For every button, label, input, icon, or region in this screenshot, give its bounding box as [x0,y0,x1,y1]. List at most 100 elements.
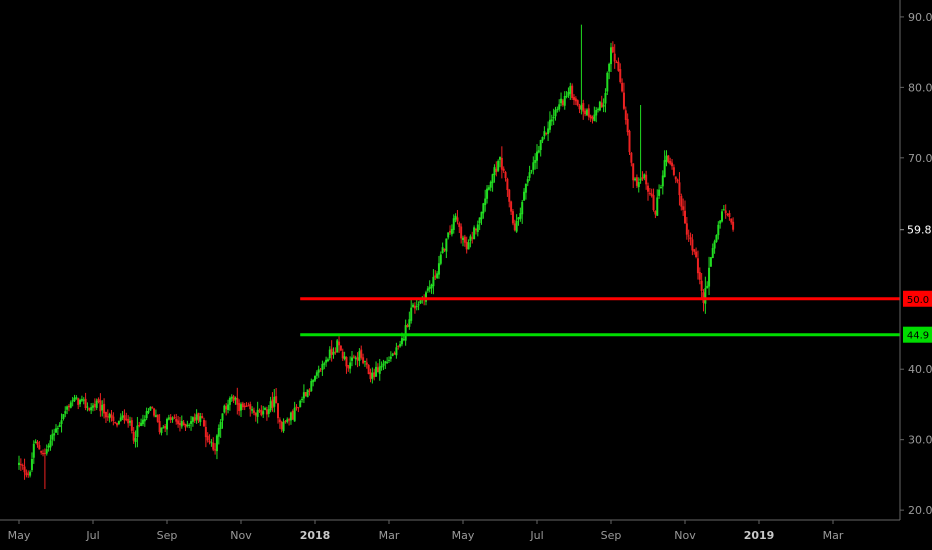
candle-body [436,273,439,279]
candle-body [408,319,411,327]
candle-body [19,463,22,465]
candle [375,361,378,378]
candle [658,184,661,199]
candle-body [458,223,461,228]
candle-body [460,226,463,239]
candle [227,399,230,414]
candle [154,409,157,418]
candle [241,401,244,410]
candle [328,346,331,361]
candle-body [269,401,272,411]
candle [685,216,688,240]
candle-body [32,443,35,458]
candle-body [191,417,194,422]
candle-body [201,416,204,419]
candle [661,170,664,195]
candle [732,217,735,232]
candle-body [230,396,233,399]
candle-body [193,417,196,421]
candle [680,193,683,211]
candle [499,156,501,168]
candle [221,413,224,429]
candle-body [706,285,709,289]
candle-body [400,338,403,345]
candle-body [395,347,398,356]
candle-body [419,300,422,304]
candle-body [545,132,548,134]
candle-body [138,424,141,426]
candle [510,200,513,215]
candle-body [23,466,26,473]
candle [473,225,476,240]
candle [147,408,150,415]
candle [565,91,568,99]
candle-body [434,275,437,278]
candle [262,405,265,419]
candle [280,420,283,433]
candle [258,408,261,413]
candle [721,209,723,223]
candle-body [480,211,483,220]
candle-body [656,197,659,216]
candle [641,171,644,181]
candle-body [55,428,57,433]
candle-body [169,416,172,420]
horizontal-levels[interactable] [300,297,900,337]
candle-body [730,218,733,223]
x-tick-label: May [8,529,31,542]
candle [125,412,128,422]
candle [486,185,489,204]
candle [497,159,500,173]
candle-body [585,109,588,116]
time-axis[interactable]: May Jul Sep Nov 2018 Mar May Jul Sep Nov 2019 Mar [8,520,844,542]
candle [269,396,272,413]
candle-body [125,418,128,420]
candle-body [489,181,492,188]
price-axis[interactable]: 90.0 80.0 70.0 40.0 30.0 20.0 [900,11,932,517]
candle [654,210,657,219]
candle [676,178,679,184]
candle [545,132,548,136]
level-price-badge [903,326,932,343]
candle-body [567,92,570,96]
candle [360,345,363,360]
candle-body [178,423,181,426]
candle-body [184,423,187,428]
y-tick-label: 70.0 [908,152,932,165]
candle [700,272,703,298]
candle-body [515,220,518,232]
candle-body [413,305,416,309]
candle-body [27,473,30,475]
candle-body [360,349,363,358]
candle [672,164,675,177]
candle-body [491,174,494,184]
candle-body [632,163,635,181]
y-tick-label: 40.0 [908,363,932,376]
candle-body [619,69,622,82]
candle-body [606,72,609,92]
candle-body [610,47,612,65]
candle-body [704,288,707,304]
candle-body [698,272,701,280]
candle-body [569,86,572,94]
candle-body [695,251,698,258]
candle [528,165,531,181]
candle [715,234,718,243]
candle [487,185,490,191]
candle [193,413,196,423]
candle [334,347,337,355]
candle-body [195,414,198,420]
candle [177,415,180,428]
candle [659,184,662,189]
candle [306,389,309,398]
x-tick-label: 2018 [300,529,331,542]
candle [130,417,133,434]
candle [69,400,72,409]
candle [75,395,78,400]
candle [367,364,370,375]
candle [576,99,579,107]
candle [724,204,727,219]
candle-body [495,168,498,172]
